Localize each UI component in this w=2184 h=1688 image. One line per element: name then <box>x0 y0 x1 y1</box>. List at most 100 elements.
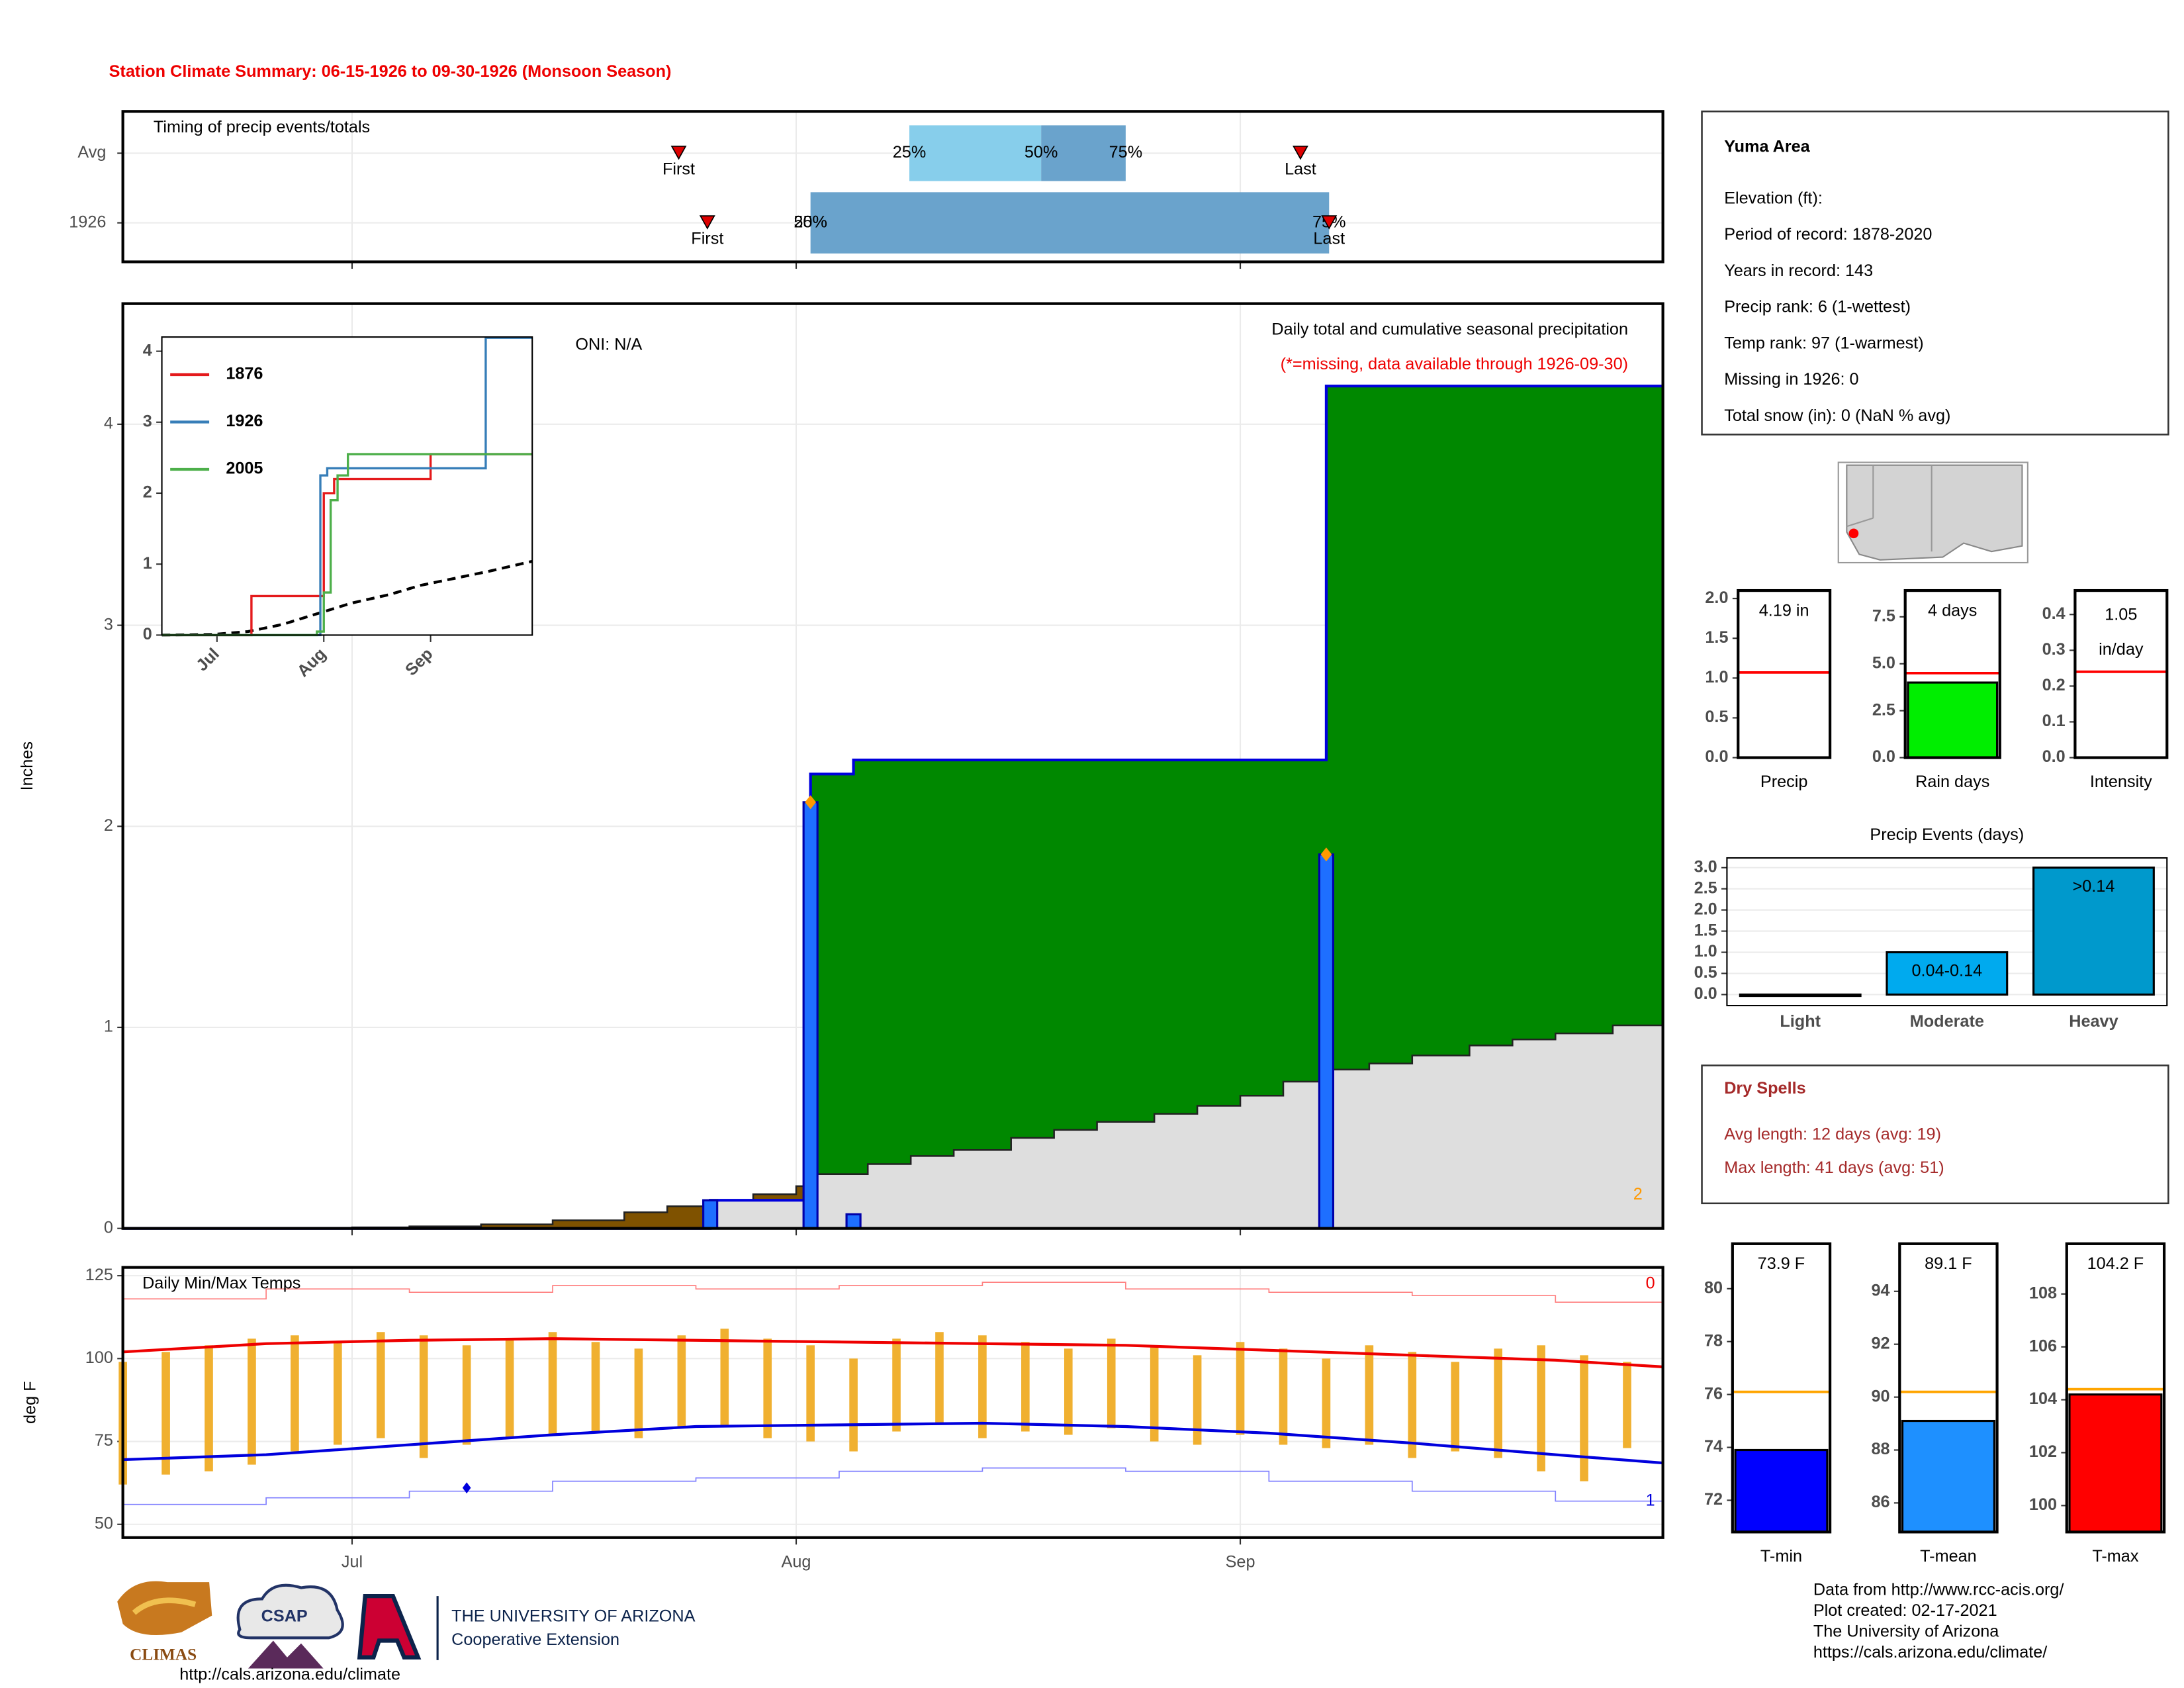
record-max-line <box>122 1282 1664 1309</box>
event-marker <box>1293 146 1308 160</box>
y-tick-label: 100 <box>2029 1495 2057 1514</box>
y-tick-label: 1.0 <box>1705 668 1728 686</box>
temp-range-bar <box>291 1335 299 1452</box>
logo-text: http://cals.arizona.edu/climate <box>179 1665 400 1684</box>
station-line: Missing in 1926: 0 <box>1724 370 1858 389</box>
y-tick-label: 104 <box>2029 1389 2057 1408</box>
gauge-bg <box>2075 590 2167 758</box>
gauge-bar <box>1907 681 1999 759</box>
temp-range-bar <box>1279 1348 1288 1445</box>
climas-sun <box>132 1597 197 1615</box>
quartile-bar <box>1041 125 1126 181</box>
temp-range-bar <box>935 1332 944 1425</box>
temp-range-bar <box>1494 1348 1503 1458</box>
plot-frame <box>1898 1242 1999 1534</box>
temp-range-bar <box>205 1345 213 1472</box>
chart-title: Daily total and cumulative seasonal prec… <box>1271 320 1628 338</box>
y-tick-label: 2.0 <box>1694 900 1717 918</box>
station-frame <box>1701 111 2169 436</box>
legend-label: 1926 <box>226 412 263 430</box>
temp-range-bar <box>677 1335 686 1429</box>
plot-frame <box>1903 588 2001 759</box>
logo-text: CSAP <box>261 1607 308 1625</box>
series-line <box>161 453 533 637</box>
chart-title: Precip Events (days) <box>1870 825 2024 844</box>
x-tick-label: Heavy <box>2069 1012 2118 1031</box>
temp-range-bar <box>161 1352 170 1475</box>
y-tick-label: 75 <box>95 1431 113 1450</box>
csap-mountains <box>248 1640 324 1669</box>
y-tick-label: 0.0 <box>2042 747 2066 766</box>
plot-frame <box>1726 857 2168 1007</box>
daily-bar <box>845 1213 862 1230</box>
map-station <box>1848 528 1859 539</box>
normal-area <box>122 1015 1663 1229</box>
y-tick-label: 1.5 <box>1694 921 1717 939</box>
inset-bg <box>161 337 533 635</box>
value-label: 1.05 <box>2105 606 2137 624</box>
cumulative-area <box>122 386 1663 1229</box>
gauge-label: T-min <box>1760 1547 1802 1566</box>
map-borders <box>1846 465 1933 552</box>
y-tick-label: 2.5 <box>1694 878 1717 897</box>
plot-frame <box>1737 588 1832 759</box>
temp-range-bar <box>806 1345 815 1442</box>
plot-frame <box>121 302 1664 1230</box>
event-bar <box>2032 867 2155 996</box>
gauge-label: Intensity <box>2090 773 2152 791</box>
event-label: Last <box>1285 160 1316 178</box>
quartile-label: 25% <box>794 212 827 231</box>
series-line <box>161 336 533 637</box>
event-bar <box>1739 993 1862 998</box>
x-tick-label: Jul <box>341 1552 363 1571</box>
chart-subtitle: (*=missing, data available through 1926-… <box>1281 355 1628 373</box>
y-tick-label: 0.4 <box>2042 604 2066 623</box>
bar-label: 0.04-0.14 <box>1912 962 1983 980</box>
normal-line <box>161 559 533 637</box>
temp-range-bar <box>1021 1342 1030 1432</box>
temp-range-bar <box>548 1332 557 1435</box>
dry-line: Max length: 41 days (avg: 51) <box>1724 1158 1944 1177</box>
y-tick-label: 106 <box>2029 1336 2057 1355</box>
normal-min-line <box>122 1421 1663 1465</box>
station-line: Temp rank: 97 (1-warmest) <box>1724 334 1924 352</box>
max-marker <box>805 795 817 810</box>
value-label: 4.19 in <box>1759 601 1809 620</box>
temp-range-bar <box>1408 1352 1417 1458</box>
temp-range-bar <box>1107 1338 1116 1429</box>
y-tick-label: 108 <box>2029 1284 2057 1302</box>
temp-range-bar <box>591 1342 600 1432</box>
x-tick-label: Moderate <box>1910 1012 1984 1031</box>
temp-range-bar <box>1537 1345 1545 1472</box>
temp-range-bar <box>376 1332 385 1438</box>
y-tick-label: 125 <box>85 1266 113 1284</box>
y-tick-label: 78 <box>1704 1331 1723 1350</box>
temp-range-bar <box>1322 1358 1331 1448</box>
legend-label: 2005 <box>226 459 263 478</box>
x-tick-label: Light <box>1780 1012 1821 1031</box>
y-tick-label: 0 <box>104 1218 113 1237</box>
y-tick-label: 4 <box>143 341 152 359</box>
temp-range-bar <box>505 1338 514 1438</box>
y-tick-label: 74 <box>1704 1437 1723 1456</box>
gauge-label: T-max <box>2092 1547 2138 1566</box>
normal-max-line <box>122 1337 1663 1368</box>
y-tick-label: 2 <box>143 483 152 502</box>
y-tick-label: 94 <box>1871 1281 1889 1299</box>
locator-map <box>1837 461 2028 564</box>
event-label: Last <box>1313 230 1345 248</box>
temp-range-bar <box>634 1348 643 1438</box>
y-tick-label: 100 <box>85 1348 113 1367</box>
temp-range-bar <box>720 1329 729 1425</box>
y-tick-label: 0.1 <box>2042 712 2066 730</box>
logo-text: THE UNIVERSITY OF ARIZONA <box>451 1607 695 1625</box>
value-label: 104.2 F <box>2087 1254 2144 1273</box>
quartile-bar <box>810 192 1330 254</box>
logo-text: CLIMAS <box>130 1646 197 1664</box>
y-tick-label: 3.0 <box>1694 857 1717 876</box>
dry-title: Dry Spells <box>1724 1079 1805 1098</box>
y-axis-label: deg F <box>21 1381 39 1424</box>
y-tick-label: 0.0 <box>1705 747 1728 766</box>
credit: https://cals.arizona.edu/climate/ <box>1813 1643 2048 1662</box>
